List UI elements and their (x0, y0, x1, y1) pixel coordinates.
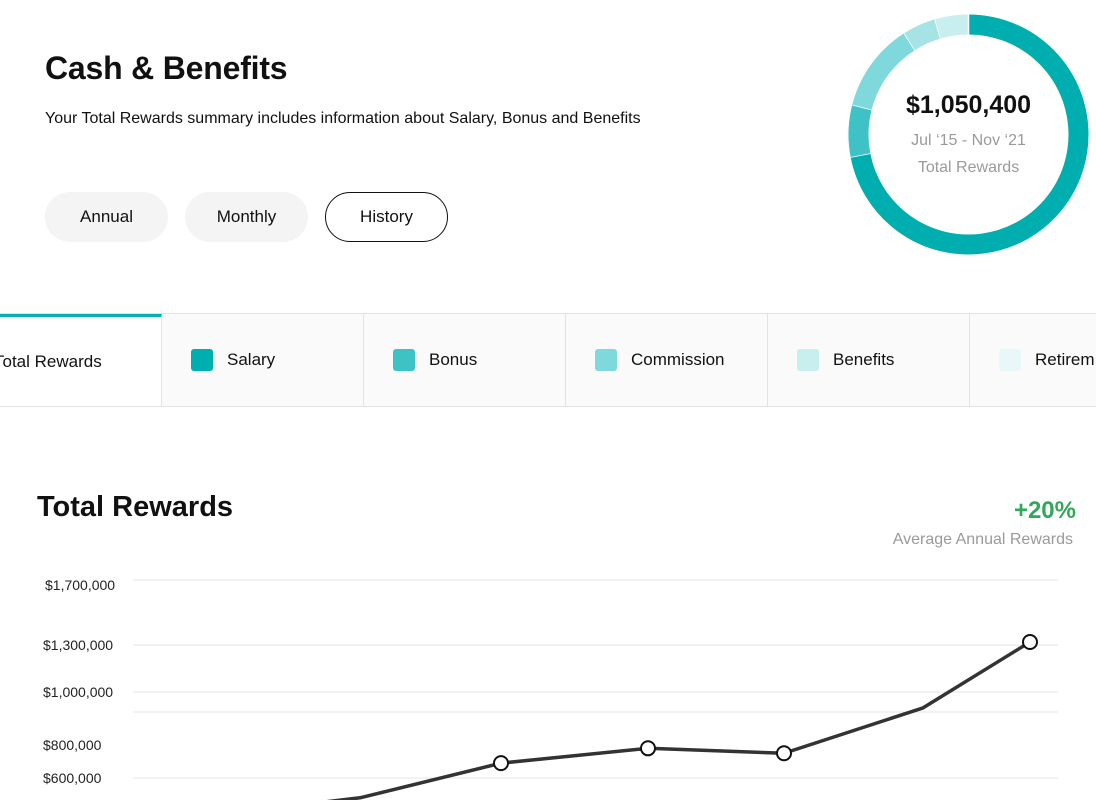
tab-bonus[interactable]: Bonus (364, 314, 566, 406)
tab-label: Retirem (1035, 350, 1095, 369)
tab-commission[interactable]: Commission (566, 314, 768, 406)
commission-swatch (595, 349, 617, 371)
page-subtitle: Your Total Rewards summary includes info… (45, 110, 641, 127)
series-line (326, 640, 1031, 800)
y-tick-label: $800,000 (43, 737, 102, 753)
tab-label: Benefits (833, 350, 895, 369)
period-tabs: Annual Monthly History (45, 192, 448, 242)
total-rewards-line-chart: $1,700,000 $1,300,000 $1,000,000 $800,000 $6… (43, 577, 1058, 800)
donut-segment-retirement (935, 14, 969, 39)
annual-tab[interactable]: Annual (45, 192, 168, 242)
donut-separator (850, 152, 871, 158)
data-point[interactable] (640, 740, 656, 757)
change-percentage: +20% (1013, 497, 1076, 524)
donut-ring (848, 14, 1089, 255)
tab-label: Salary (227, 350, 276, 369)
benefits-swatch (797, 349, 819, 371)
data-point[interactable] (776, 745, 792, 762)
y-tick-label: $1,300,000 (43, 637, 113, 653)
data-point[interactable] (493, 755, 509, 772)
donut-segment-salary (850, 14, 1089, 255)
total-rewards-donut: $1,050,400 Jul ‘15 - Nov ‘21 Total Rewar… (846, 12, 1091, 257)
category-tabs: Total Rewards Salary Bonus Commission Be… (0, 313, 1096, 407)
page-title: Cash & Benefits (45, 50, 288, 86)
donut-separator (934, 19, 942, 39)
tab-label: Total Rewards (0, 351, 102, 371)
bonus-swatch (393, 349, 415, 371)
retirement-swatch (999, 349, 1021, 371)
donut-segment-bonus (848, 104, 872, 157)
tab-label: Bonus (429, 350, 478, 369)
y-tick-label: $600,000 (43, 770, 102, 786)
tab-salary[interactable]: Salary (162, 314, 364, 406)
y-tick-label: $1,700,000 (45, 577, 115, 593)
history-tab[interactable]: History (325, 192, 448, 242)
tab-total-rewards[interactable]: Total Rewards (0, 314, 162, 406)
tab-label: Commission (631, 350, 725, 369)
donut-segment-commission (852, 33, 916, 110)
data-point[interactable] (1022, 634, 1038, 650)
salary-swatch (191, 349, 213, 371)
y-tick-label: $1,000,000 (43, 684, 113, 700)
tab-retirement[interactable]: Retirem (970, 314, 1096, 406)
monthly-tab[interactable]: Monthly (185, 192, 308, 242)
change-caption: Average Annual Rewards (892, 531, 1073, 548)
donut-segment-benefits (904, 19, 941, 51)
tab-benefits[interactable]: Benefits (768, 314, 970, 406)
chart-title: Total Rewards (37, 491, 234, 523)
